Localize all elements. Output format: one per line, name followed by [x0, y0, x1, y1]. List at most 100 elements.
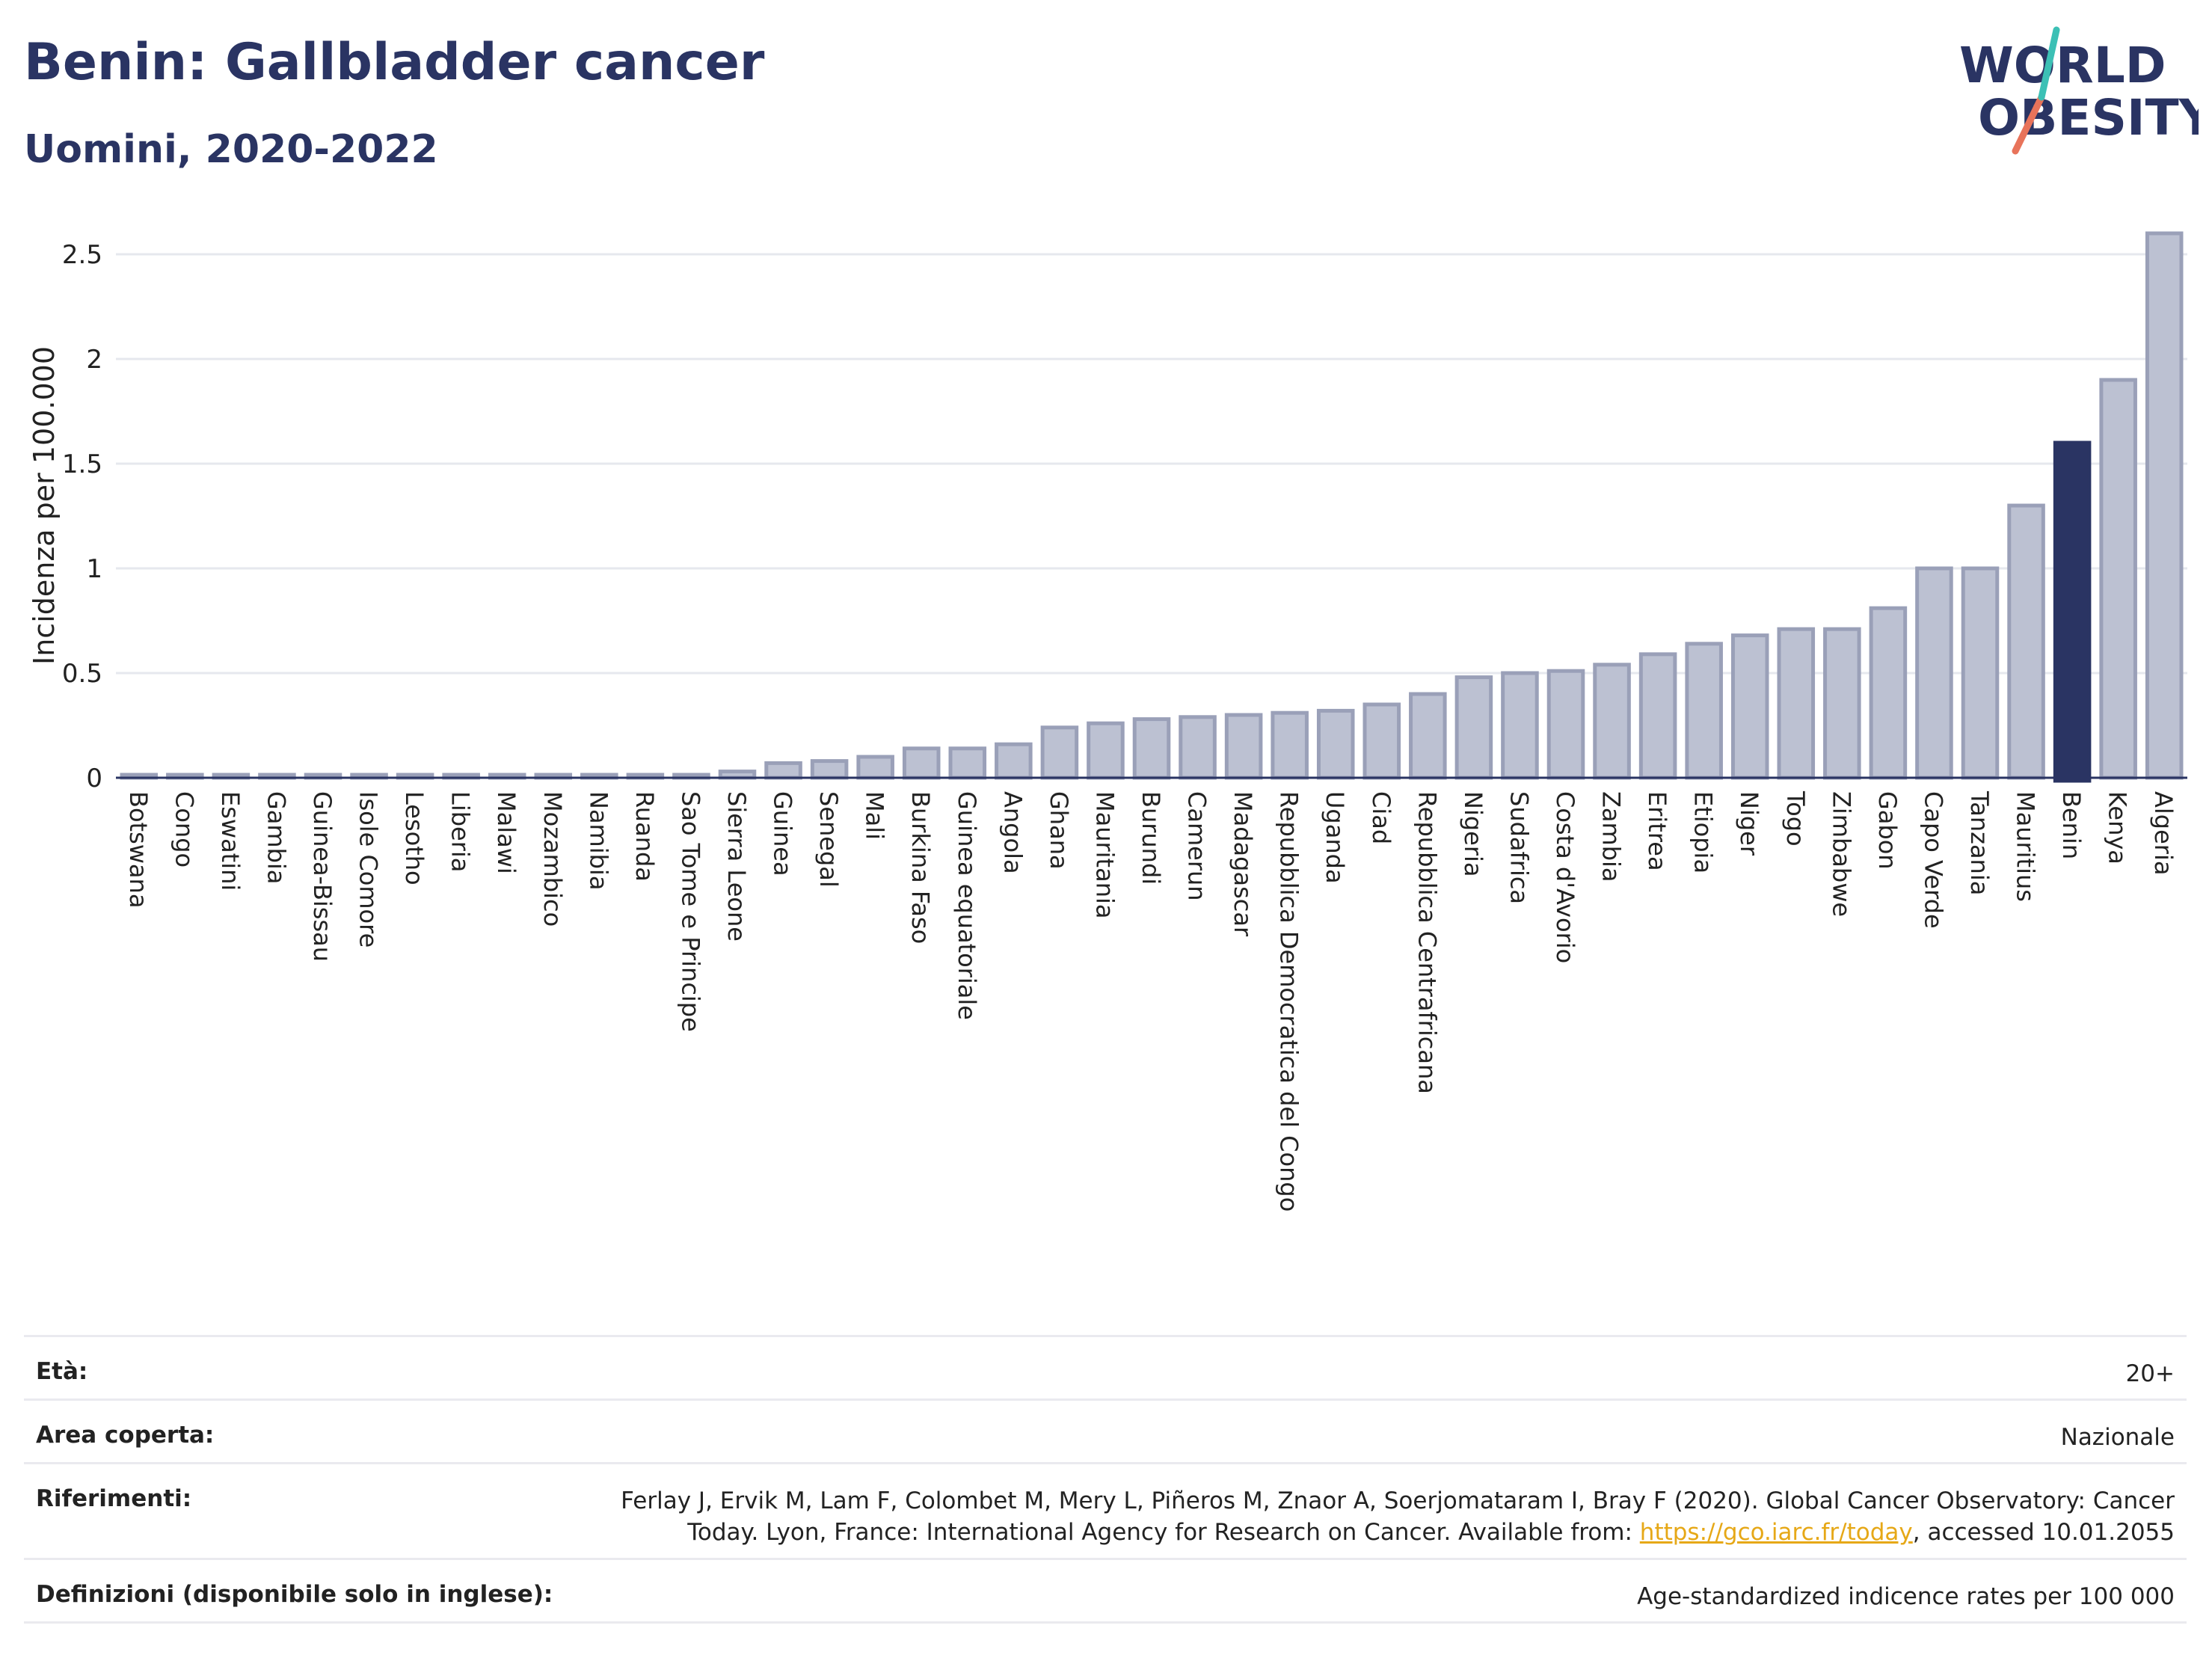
logo-line2: OBESITY — [1978, 89, 2199, 147]
bar-mauritania — [1087, 721, 1125, 780]
x-tick-label: Etiopia — [1689, 791, 1718, 873]
bar-burundi — [1132, 717, 1171, 780]
bar-repubblica-democratica-del-congo — [1271, 710, 1309, 780]
x-tick-label: Niger — [1735, 791, 1763, 856]
y-tick-label: 1 — [86, 554, 102, 584]
y-tick-label: 2 — [86, 345, 102, 375]
bar-madagascar — [1224, 713, 1263, 780]
x-axis-labels: Botswana Congo Eswatini Gambia Guinea-Bissau… — [124, 790, 2178, 1212]
x-tick-label: Madagascar — [1229, 791, 1257, 937]
x-tick-label: Burkina Faso — [906, 791, 935, 944]
bar-burkina-faso — [902, 746, 941, 780]
bar-eritrea — [1638, 652, 1677, 780]
bar-chart: 0 0.5 1 1.5 2 2.5 Botswana Congo Eswatini Gambia… — [28, 231, 2187, 1212]
x-tick-label: Sudafrica — [1505, 791, 1533, 904]
bar-repubblica-centrafricana — [1409, 692, 1447, 780]
x-tick-label: Liberia — [446, 791, 475, 872]
area-label: Area coperta: — [36, 1422, 215, 1449]
references-line1: Ferlay J, Ervik M, Lam F, Colombet M, Me… — [621, 1487, 2175, 1514]
x-tick-label: Lesotho — [400, 791, 428, 885]
references-accessed: , accessed 10.01.2055 — [1912, 1519, 2175, 1546]
bar-uganda — [1316, 708, 1355, 780]
bar-camerun — [1179, 715, 1217, 780]
x-tick-label: Guinea equatoriale — [953, 791, 981, 1020]
row-age: Età: 20+ — [24, 1335, 2187, 1398]
bar-nigeria — [1454, 675, 1493, 780]
page-subtitle: Uomini, 2020-2022 — [24, 127, 438, 172]
bar-mali — [856, 755, 894, 780]
x-tick-label: Sao Tome e Principe — [676, 791, 704, 1032]
definitions-value: Age-standardized indicence rates per 100… — [1637, 1583, 2175, 1610]
x-tick-label: Mozambico — [538, 791, 567, 927]
x-tick-label: Uganda — [1321, 791, 1349, 884]
bars — [120, 231, 2184, 783]
x-tick-label: Nigeria — [1459, 791, 1487, 876]
y-tick-label: 1.5 — [62, 449, 102, 479]
x-tick-label: Guinea-Bissau — [308, 791, 337, 962]
x-tick-label: Ghana — [1045, 791, 1073, 870]
x-tick-label: Mauritania — [1090, 791, 1119, 918]
logo-slash-coral — [2012, 93, 2045, 155]
logo-line1: WORLD — [1959, 37, 2166, 94]
bar-guinea-equatoriale — [948, 746, 987, 780]
bar-togo — [1777, 627, 1816, 780]
bar-sudafrica — [1501, 671, 1539, 780]
x-tick-label: Botswana — [124, 791, 153, 908]
y-axis-ticks: 0 0.5 1 1.5 2 2.5 — [62, 240, 102, 793]
row-area: Area coperta: Nazionale — [24, 1398, 2187, 1462]
logo-slash-teal — [2038, 26, 2060, 101]
bar-benin — [2053, 440, 2092, 783]
x-tick-label: Mauritius — [2012, 791, 2040, 902]
x-tick-label: Repubblica Democratica del Congo — [1275, 791, 1303, 1212]
x-tick-label: Tanzania — [1965, 790, 1994, 895]
x-tick-label: Togo — [1781, 790, 1810, 847]
bar-guinea — [764, 761, 802, 780]
bar-angola — [995, 742, 1033, 780]
x-tick-label: Namibia — [584, 791, 612, 890]
age-label: Età: — [36, 1358, 88, 1385]
bar-costa-d-avorio — [1546, 669, 1585, 780]
row-references: Riferimenti: Ferlay J, Ervik M, Lam F, C… — [24, 1462, 2187, 1558]
bar-senegal — [810, 759, 849, 780]
x-tick-label: Senegal — [814, 791, 843, 888]
x-tick-label: Zambia — [1597, 791, 1626, 882]
x-tick-label: Eswatini — [216, 791, 245, 891]
bar-mauritius — [2007, 503, 2045, 780]
x-tick-label: Kenya — [2104, 791, 2132, 865]
bar-etiopia — [1685, 642, 1723, 780]
definitions-label: Definizioni (disponibile solo in inglese… — [36, 1581, 553, 1608]
x-tick-label: Isole Comore — [354, 791, 383, 948]
x-tick-label: Angola — [998, 791, 1027, 874]
x-tick-label: Capo Verde — [1919, 791, 1947, 929]
x-tick-label: Repubblica Centrafricana — [1413, 791, 1441, 1094]
references-value: Ferlay J, Ervik M, Lam F, Colombet M, Me… — [621, 1485, 2175, 1548]
bar-algeria — [2145, 231, 2184, 780]
references-line2: Today. Lyon, France: International Agenc… — [687, 1519, 1640, 1546]
references-link[interactable]: https://gco.iarc.fr/today — [1639, 1519, 1913, 1546]
bar-kenya — [2099, 378, 2137, 780]
y-tick-label: 2.5 — [62, 240, 102, 270]
y-axis-label: Incidenza per 100.000 — [28, 346, 61, 665]
references-label: Riferimenti: — [36, 1485, 192, 1512]
x-tick-label: Gabon — [1873, 791, 1902, 870]
bar-gabon — [1869, 606, 1908, 780]
x-tick-label: Mali — [861, 791, 889, 840]
x-tick-label: Ciad — [1367, 791, 1395, 844]
age-value: 20+ — [2125, 1360, 2175, 1387]
x-tick-label: Algeria — [2149, 791, 2178, 875]
x-tick-label: Sierra Leone — [722, 791, 751, 942]
bar-ciad — [1362, 702, 1401, 780]
x-tick-label: Ruanda — [630, 791, 659, 882]
world-obesity-logo: WORLD OBESITY — [1959, 26, 2199, 155]
y-tick-label: 0.5 — [62, 659, 102, 689]
row-definitions: Definizioni (disponibile solo in inglese… — [24, 1558, 2187, 1624]
bar-capo-verde — [1915, 566, 1953, 780]
x-tick-label: Guinea — [769, 791, 797, 876]
x-tick-label: Congo — [170, 791, 198, 868]
bar-niger — [1730, 633, 1769, 780]
x-tick-label: Camerun — [1183, 791, 1211, 901]
x-tick-label: Eritrea — [1643, 791, 1671, 871]
x-tick-label: Zimbabwe — [1827, 791, 1855, 917]
info-table: Età: 20+ Area coperta: Nazionale Riferim… — [24, 1335, 2187, 1624]
bar-ghana — [1040, 725, 1079, 780]
